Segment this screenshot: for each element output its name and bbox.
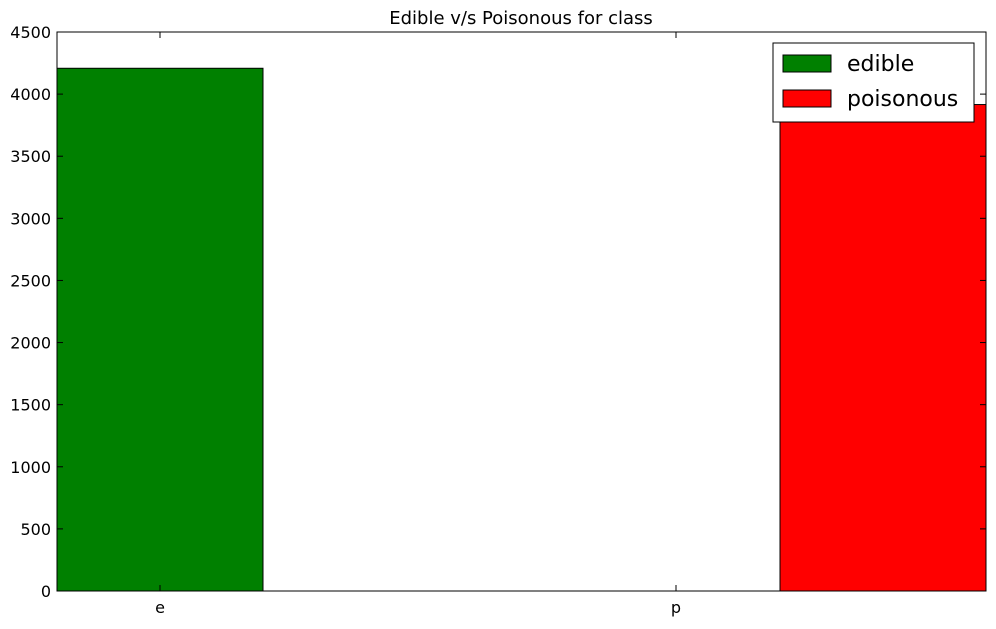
y-tick-label: 4000 — [10, 85, 51, 104]
chart-title: Edible v/s Poisonous for class — [389, 8, 653, 29]
y-tick-label: 2500 — [10, 271, 51, 290]
y-tick-label: 4500 — [10, 23, 51, 42]
x-tick-label: e — [155, 598, 165, 617]
x-tick-label: p — [671, 598, 681, 617]
y-tick-label: 0 — [41, 582, 51, 601]
plot-area: 0 500 1000 1500 2000 2500 3000 3500 4000 4500 e p — [10, 23, 987, 617]
legend-swatch-edible — [782, 54, 832, 73]
plot-frame — [56, 31, 987, 592]
legend-label-poisonous: poisonous — [847, 87, 958, 112]
legend-label-edible: edible — [847, 52, 914, 77]
y-tick-label: 3000 — [10, 209, 51, 228]
y-tick-label: 3500 — [10, 147, 51, 166]
legend: edible poisonous — [772, 42, 975, 123]
y-tick-label: 500 — [20, 520, 51, 539]
bar-poisonous-p — [779, 104, 987, 592]
y-tick-label: 2000 — [10, 334, 51, 353]
legend-swatch-poisonous — [782, 89, 832, 108]
y-tick-label: 1500 — [10, 396, 51, 415]
bar-edible-e — [56, 67, 264, 592]
y-tick-label: 1000 — [10, 458, 51, 477]
